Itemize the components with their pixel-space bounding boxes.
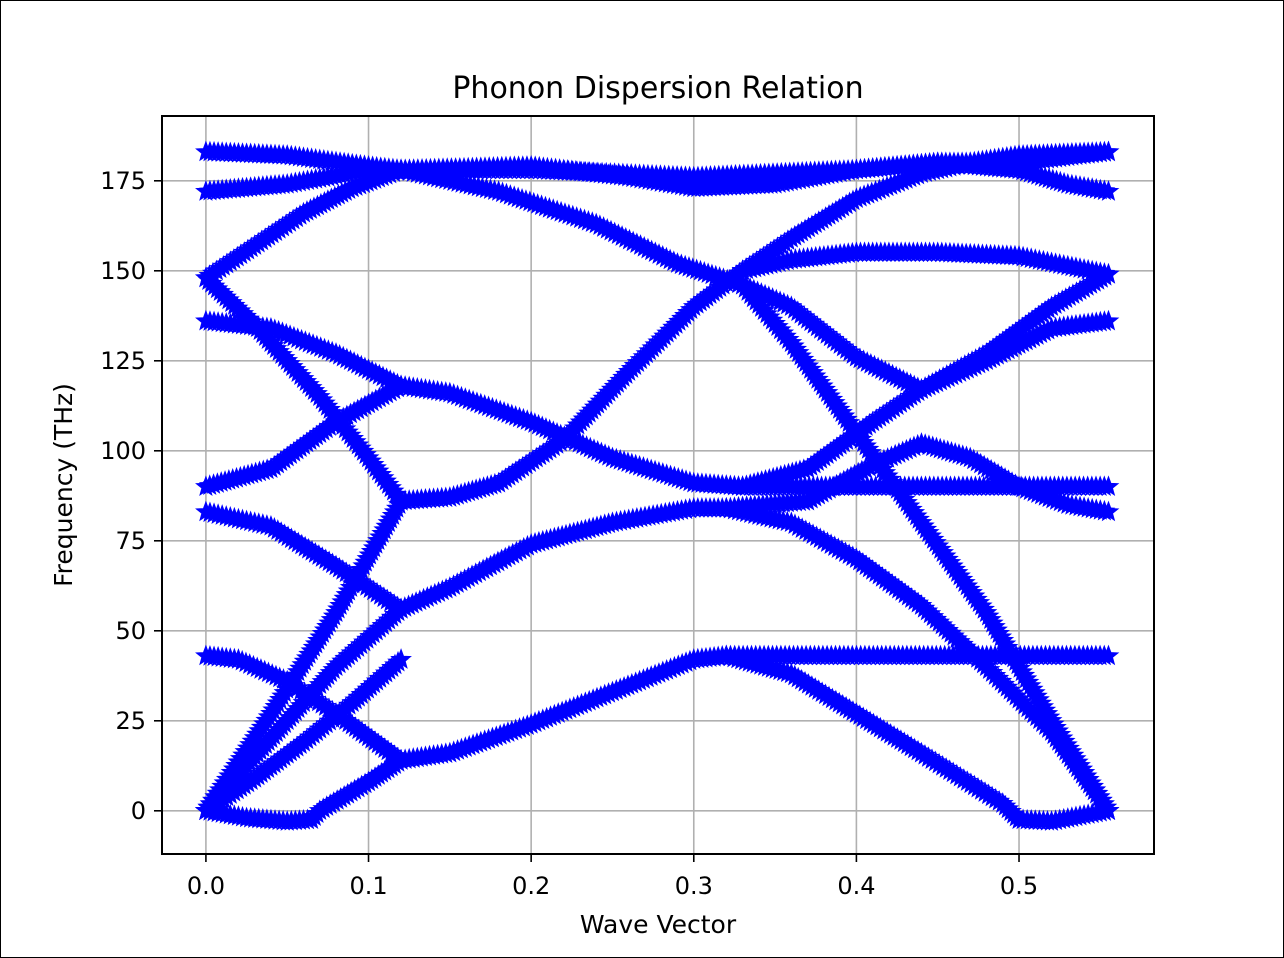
y-tick-label: 50: [115, 617, 146, 645]
y-tick-label: 0: [131, 797, 146, 825]
x-tick-label: 0.3: [675, 872, 713, 900]
x-axis-label: Wave Vector: [580, 910, 737, 939]
dispersion-branch: [195, 309, 412, 396]
data-point: [390, 648, 412, 669]
dispersion-branch: [195, 500, 412, 619]
dispersion-branch: [731, 273, 1120, 821]
x-tick-label: 0.2: [512, 872, 550, 900]
axis-ticks: 0.0 0.1 0.2 0.3 0.4 0.5 0 25 50 75 100 125 150 175: [100, 167, 1038, 900]
x-tick-label: 0.1: [349, 872, 387, 900]
dispersion-branch: [195, 648, 412, 821]
data-point: [1097, 140, 1120, 162]
dispersion-branch: [390, 496, 738, 619]
dispersion-branch: [390, 259, 754, 511]
y-tick-label: 100: [100, 437, 146, 465]
chart-title: Phonon Dispersion Relation: [452, 71, 863, 106]
dispersion-branch: [731, 241, 1120, 284]
data-point: [1097, 799, 1120, 821]
dispersion-branch: [390, 151, 1120, 201]
plot-frame: [161, 115, 1155, 855]
data-point: [1097, 309, 1120, 331]
y-axis-label: Frequency (THz): [49, 383, 78, 587]
y-tick-label: 125: [100, 347, 146, 375]
data-points: [195, 140, 1120, 831]
dispersion-branch: [390, 158, 1120, 399]
y-tick-label: 175: [100, 167, 146, 195]
dispersion-branch: [715, 644, 1120, 831]
dispersion-branch: [195, 266, 412, 511]
y-tick-label: 150: [100, 257, 146, 285]
x-tick-label: 0.5: [1000, 872, 1038, 900]
data-point: [1097, 262, 1120, 284]
x-tick-label: 0.4: [837, 872, 875, 900]
dispersion-branch: [390, 644, 738, 770]
dispersion-branch: [195, 489, 412, 821]
y-tick-label: 25: [115, 707, 146, 735]
dispersion-branch: [731, 475, 1120, 497]
y-tick-label: 75: [115, 527, 146, 555]
data-point: [1097, 644, 1120, 666]
data-point: [1097, 500, 1120, 522]
dispersion-branch: [195, 158, 412, 201]
x-tick-label: 0.0: [187, 872, 225, 900]
data-point: [1097, 180, 1120, 201]
data-point: [1097, 475, 1120, 497]
